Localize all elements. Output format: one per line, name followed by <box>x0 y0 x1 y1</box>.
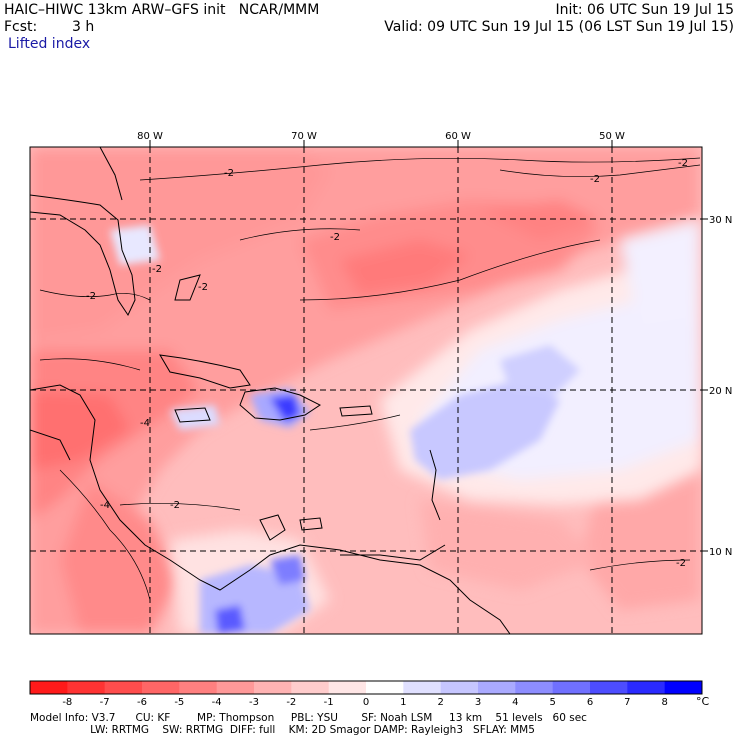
colorbar-swatch <box>328 681 367 694</box>
forecast-hour: 3 h <box>72 19 95 35</box>
colorbar-tick-label: -7 <box>99 697 110 708</box>
colorbar-swatch <box>478 681 516 694</box>
contour-label: -2 <box>330 232 340 243</box>
colorbar-tick-label: 0 <box>362 697 370 708</box>
colorbar-tick-label: 8 <box>661 697 668 708</box>
lon-label-50w: 50 W <box>599 131 625 142</box>
colorbar-tick-label: 3 <box>474 697 482 708</box>
colorbar-swatch <box>291 681 330 694</box>
colorbar-swatch <box>590 681 628 694</box>
colorbar <box>29 680 703 695</box>
colorbar-tick-label: -5 <box>174 697 185 708</box>
colorbar-tick-label: -8 <box>62 697 73 708</box>
colorbar-tick-label: -4 <box>211 697 222 708</box>
colorbar-swatch <box>254 681 292 694</box>
graticule <box>30 147 702 634</box>
contour-label: -2 <box>676 558 686 569</box>
contour-label: -2 <box>678 158 688 169</box>
colorbar-tick-label: -1 <box>323 697 334 708</box>
contour-label: -4 <box>100 500 110 511</box>
colorbar-tick-label: -6 <box>137 697 147 708</box>
colorbar-tick-label: -2 <box>286 697 297 708</box>
contours <box>39 157 701 601</box>
model-info-line-2: LW: RRTMG SW: RRTMG DIFF: full KM: 2D Sm… <box>30 724 535 736</box>
colorbar-unit: °C <box>696 695 710 708</box>
colorbar-swatch <box>440 681 479 694</box>
field-name: Lifted index <box>8 36 91 52</box>
lat-label-20n: 20 N <box>709 386 732 397</box>
model-title: HAIC–HIWC 13km ARW–GFS init NCAR/MMM <box>4 2 320 18</box>
colorbar-swatch <box>627 681 666 694</box>
colorbar-swatch <box>366 681 404 694</box>
lon-label-80w: 80 W <box>137 131 163 142</box>
lat-label-30n: 30 N <box>709 215 732 226</box>
colorbar-swatch <box>179 681 218 694</box>
lon-label-70w: 70 W <box>291 131 317 142</box>
ticks <box>149 140 708 552</box>
map-frame <box>29 146 703 635</box>
colorbar-tick-label: 2 <box>437 697 444 708</box>
colorbar-tick-label: 5 <box>549 697 556 708</box>
colorbar-tick-label: 1 <box>400 697 407 708</box>
colorbar-swatch <box>67 681 106 694</box>
valid-time: Valid: 09 UTC Sun 19 Jul 15 (06 LST Sun … <box>384 19 734 35</box>
colorbar-swatch <box>552 681 591 694</box>
init-time: Init: 06 UTC Sun 19 Jul 15 <box>555 2 734 18</box>
colorbar-swatch <box>142 681 180 694</box>
colorbar-swatch <box>30 681 68 694</box>
contour-label: -4 <box>140 418 150 429</box>
colorbar-swatch <box>515 681 554 694</box>
lat-label-10n: 10 N <box>709 547 732 558</box>
colorbar-outline <box>29 680 703 695</box>
colorbar-tick-label: 7 <box>624 697 631 708</box>
colorbar-swatch <box>403 681 442 694</box>
contour-label: -2 <box>152 264 162 275</box>
contour-label: -2 <box>86 291 96 302</box>
contour-label: -2 <box>198 282 208 293</box>
colorbar-tick-label: -3 <box>249 697 259 708</box>
colorbar-swatch <box>104 681 143 694</box>
colorbar-tick-label: 6 <box>586 697 594 708</box>
contour-label: -2 <box>590 174 600 185</box>
colorbar-tick-label: 4 <box>512 697 519 708</box>
colorbar-swatch <box>216 681 255 694</box>
model-info-line-1: Model Info: V3.7 CU: KF MP: Thompson PBL… <box>30 712 587 724</box>
colorbar-swatch <box>664 681 703 694</box>
lon-label-60w: 60 W <box>445 131 471 142</box>
forecast-label: Fcst: <box>4 19 38 35</box>
contour-label: -2 <box>224 168 234 179</box>
contour-labels: -2 -2 -2 -2 -2 -2 -2 -2 -4 -4 -2 <box>86 158 688 569</box>
contour-label: -2 <box>170 500 180 511</box>
